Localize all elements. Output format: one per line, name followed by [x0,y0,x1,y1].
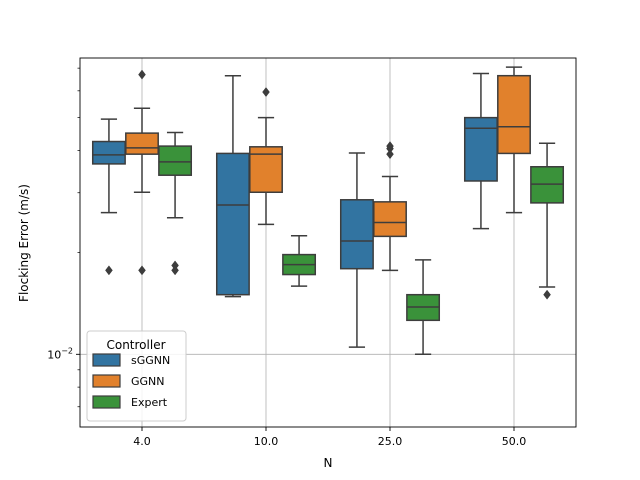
legend-swatch [92,374,121,388]
x-tick-label: 10.0 [254,435,279,448]
legend-label: Expert [131,396,168,409]
box-Expert-50.0 [530,142,565,300]
y-axis-label: Flocking Error (m/s) [17,184,31,302]
x-axis-label: N [324,456,333,470]
box-Expert-4.0 [158,131,193,276]
box-Expert-10.0 [282,234,317,287]
outlier-point [386,141,394,152]
outlier-point [138,265,146,276]
iqr-box [339,199,374,270]
outlier-point [543,289,551,300]
legend-swatch [92,353,121,367]
iqr-box [463,116,498,182]
iqr-box [215,152,250,296]
legend-entry-Expert: Expert [92,395,168,409]
outlier-point [171,260,179,271]
outlier-point [138,69,146,80]
box-Expert-25.0 [406,259,441,356]
iqr-box [497,74,531,155]
iqr-box [158,145,193,176]
box-sGGNN-4.0 [91,118,126,276]
axes-frame [79,57,577,428]
box-sGGNN-10.0 [215,74,250,298]
box-GGNN-4.0 [125,69,159,276]
legend-label: sGGNN [131,354,170,367]
outlier-point [105,265,113,276]
x-tick-label: 25.0 [378,435,403,448]
legend-swatch [92,395,121,409]
box-sGGNN-50.0 [463,72,498,230]
outlier-point [262,87,270,98]
x-tick-label: 4.0 [133,435,151,448]
iqr-box [125,132,159,155]
x-tick-label: 50.0 [502,435,527,448]
box-GGNN-25.0 [373,141,407,272]
box-GGNN-10.0 [249,87,283,226]
box-GGNN-50.0 [497,66,531,214]
iqr-box [91,140,126,165]
y-tick-label: 10−2 [47,346,73,361]
legend-entry-sGGNN: sGGNN [92,353,170,367]
iqr-box [373,201,407,238]
box-sGGNN-25.0 [339,152,374,348]
legend-title: Controller [106,338,165,352]
legend-label: GGNN [131,375,165,388]
legend: Controller sGGNN GGNN Expert [86,330,187,422]
legend-entry-GGNN: GGNN [92,374,165,388]
outlier-point [386,149,394,160]
